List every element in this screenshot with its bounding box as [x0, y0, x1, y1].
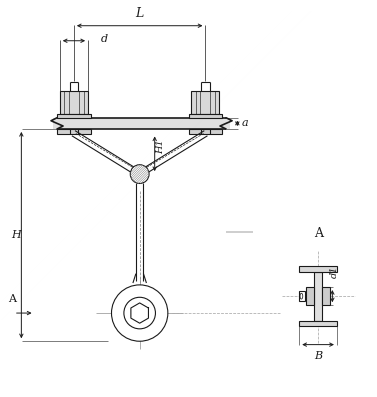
Text: A: A	[8, 294, 16, 304]
Bar	[314, 272, 322, 320]
Circle shape	[130, 165, 149, 183]
Bar	[188, 129, 222, 133]
Text: a: a	[242, 118, 248, 128]
Text: L: L	[136, 7, 144, 20]
Bar	[299, 291, 305, 301]
Text: d1: d1	[330, 265, 339, 278]
Bar	[188, 114, 222, 118]
Bar	[57, 114, 91, 118]
Bar	[60, 91, 88, 114]
Bar	[191, 91, 219, 114]
Bar	[53, 118, 230, 129]
Text: B: B	[314, 351, 322, 361]
Bar	[299, 266, 337, 272]
Text: A: A	[314, 227, 323, 240]
Text: H: H	[11, 230, 21, 240]
Text: d: d	[101, 34, 108, 44]
Bar	[299, 320, 337, 326]
Text: H1: H1	[156, 139, 166, 154]
Bar	[322, 287, 331, 305]
Bar	[57, 129, 91, 133]
Bar	[306, 287, 314, 305]
Circle shape	[112, 285, 168, 341]
